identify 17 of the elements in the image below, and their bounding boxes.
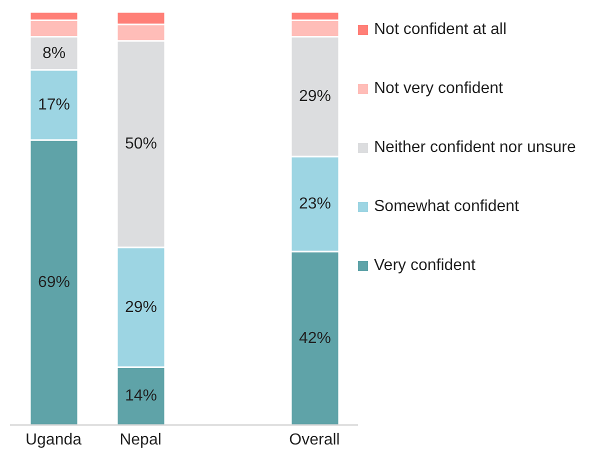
data-label: 14%	[124, 388, 158, 405]
x-tick-label: Nepal	[120, 431, 162, 448]
x-tick-label: Uganda	[25, 431, 82, 448]
legend-label: Not confident at all	[374, 20, 507, 38]
data-label: 69%	[38, 274, 70, 292]
data-label: 42%	[298, 330, 332, 347]
legend-label: Somewhat confident	[374, 198, 519, 216]
data-label: 8%	[42, 44, 66, 62]
legend-label: Neither confident nor unsure	[374, 138, 576, 156]
x-tick-label: Overall	[289, 431, 340, 448]
data-label: 50%	[124, 136, 158, 153]
data-label: 29%	[124, 298, 158, 316]
data-label: 29%	[298, 88, 332, 106]
legend-label: Not very confident	[374, 80, 503, 98]
data-label: 23%	[298, 196, 332, 213]
legend-label: Very confident	[374, 256, 476, 274]
data-label: 17%	[38, 96, 70, 114]
